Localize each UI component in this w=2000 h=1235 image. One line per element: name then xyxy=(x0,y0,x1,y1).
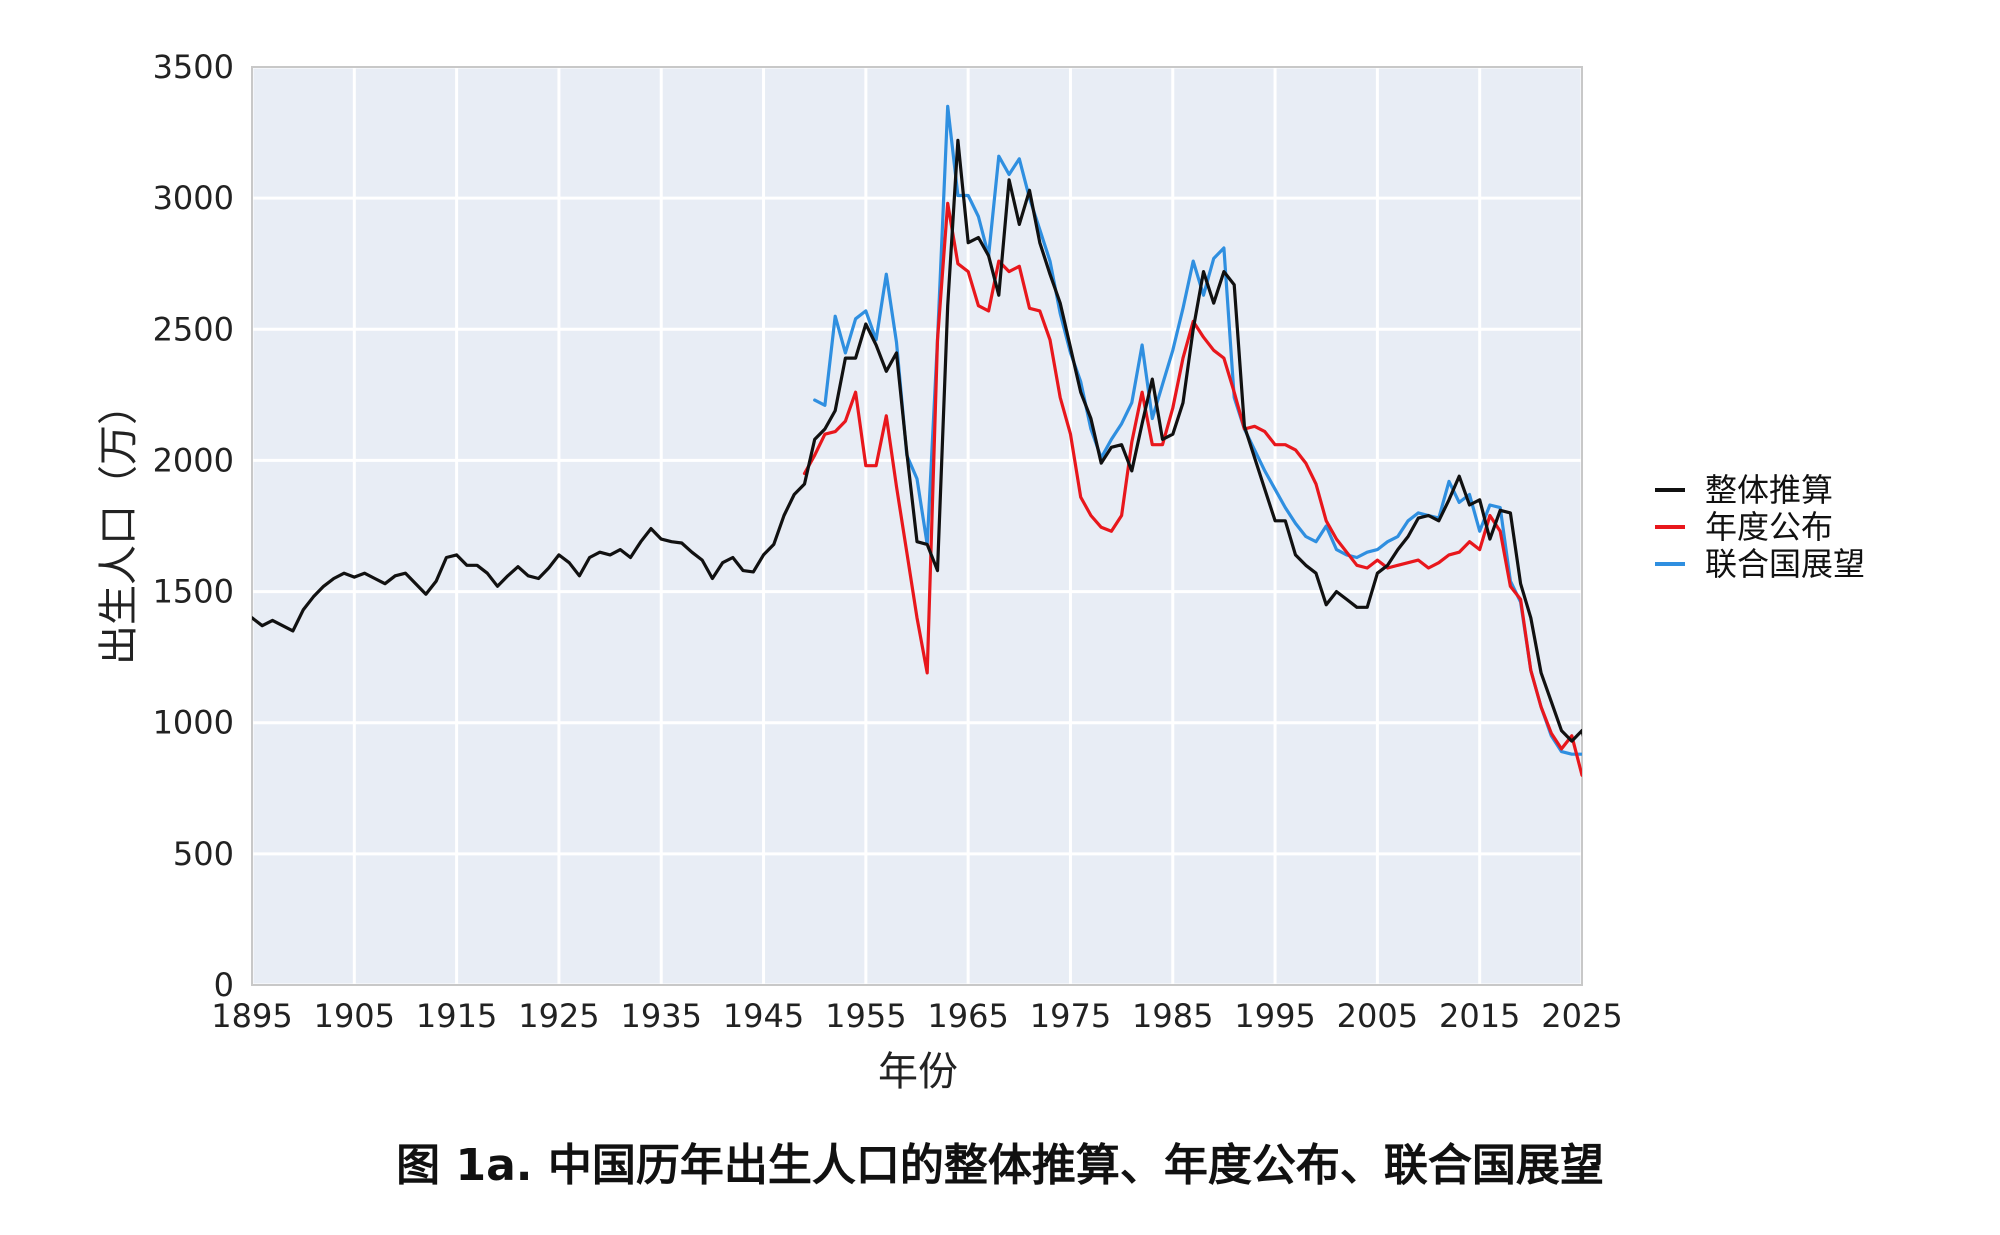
x-tick-label: 1965 xyxy=(927,997,1008,1035)
x-tick-label: 1995 xyxy=(1234,997,1315,1035)
x-axis-title: 年份 xyxy=(878,1049,958,1095)
x-tick-labels: 1895 1905 1915 1925 1935 1945 1955 1965 1975 1985… xyxy=(211,997,1622,1035)
figure-caption: 图 1a. 中国历年出生人口的整体推算、年度公布、联合国展望 xyxy=(396,1140,1604,1191)
y-axis-title: 出生人口（万） xyxy=(96,385,142,665)
y-tick-label: 1500 xyxy=(153,573,234,611)
y-tick-label: 3500 xyxy=(153,48,234,86)
y-tick-label: 2500 xyxy=(153,310,234,348)
x-tick-label: 1895 xyxy=(211,997,292,1035)
x-tick-label: 1935 xyxy=(621,997,702,1035)
x-tick-label: 1945 xyxy=(723,997,804,1035)
y-tick-label: 0 xyxy=(214,966,234,1004)
x-tick-label: 2015 xyxy=(1439,997,1520,1035)
y-tick-label: 3000 xyxy=(153,179,234,217)
legend-label: 联合国展望 xyxy=(1705,545,1865,583)
plot-background xyxy=(252,67,1582,985)
y-tick-label: 2000 xyxy=(153,441,234,479)
legend-label: 整体推算 xyxy=(1705,471,1833,509)
y-tick-labels: 0 500 1000 1500 2000 2500 3000 3500 xyxy=(153,48,234,1004)
x-tick-label: 1925 xyxy=(518,997,599,1035)
plot-frame xyxy=(251,66,1583,986)
y-tick-label: 500 xyxy=(173,835,234,873)
x-tick-label: 2025 xyxy=(1541,997,1622,1035)
x-tick-label: 1975 xyxy=(1030,997,1111,1035)
series-line-0 xyxy=(252,138,1582,743)
x-tick-label: 1915 xyxy=(416,997,497,1035)
x-tick-label: 1905 xyxy=(314,997,395,1035)
legend-label: 年度公布 xyxy=(1705,508,1833,546)
x-tick-label: 2005 xyxy=(1337,997,1418,1035)
x-tick-label: 1985 xyxy=(1132,997,1213,1035)
y-tick-label: 1000 xyxy=(153,704,234,742)
x-tick-label: 1955 xyxy=(825,997,906,1035)
series-lines xyxy=(252,104,1582,777)
